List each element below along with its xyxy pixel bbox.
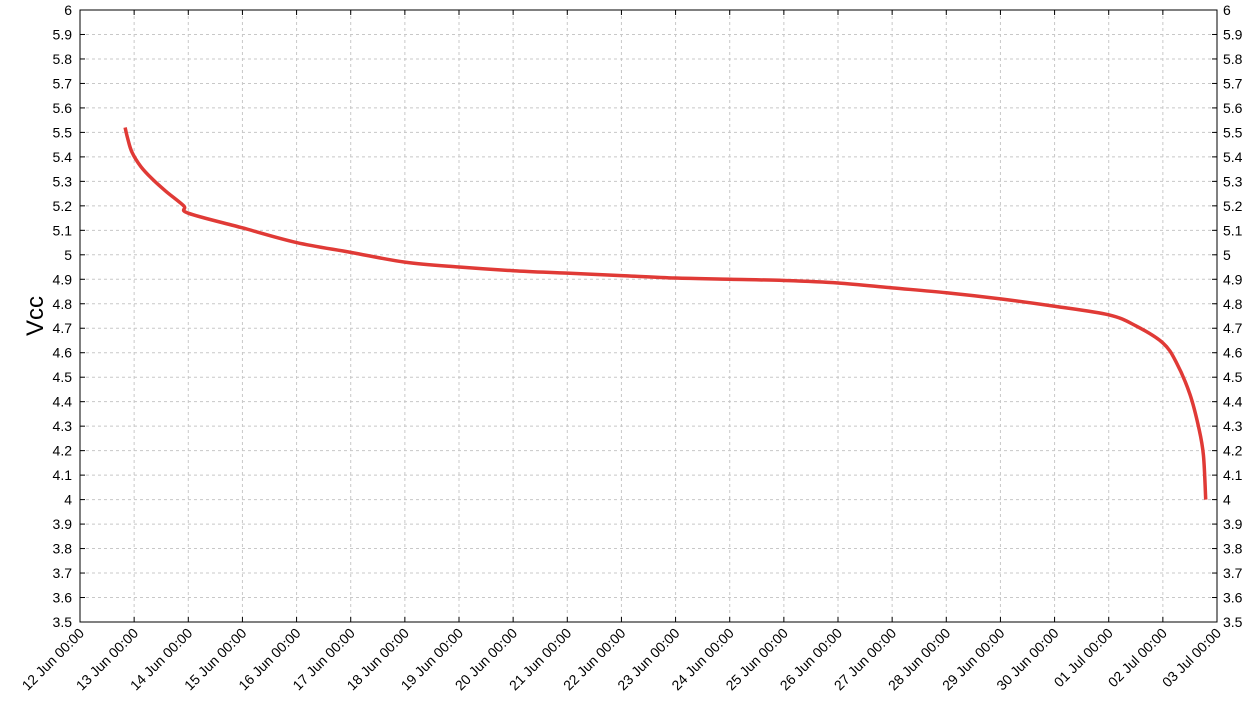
- y-tick-label-right: 4.8: [1223, 296, 1243, 312]
- y-tick-label-right: 5.5: [1223, 124, 1243, 140]
- y-tick-label-right: 6: [1223, 2, 1231, 18]
- y-tick-label-right: 3.6: [1223, 590, 1243, 606]
- series-layer: [123, 127, 1208, 500]
- y-tick-label-left: 5.4: [53, 149, 73, 165]
- y-tick-label-right: 4.7: [1223, 320, 1243, 336]
- y-tick-label-right: 5.6: [1223, 100, 1243, 116]
- plot-area: [80, 10, 1217, 622]
- y-tick-label-right: 4.9: [1223, 271, 1243, 287]
- y-tick-label-right: 4: [1223, 492, 1231, 508]
- y-tick-label-left: 3.5: [53, 614, 73, 630]
- y-tick-label-right: 3.8: [1223, 541, 1243, 557]
- y-tick-label-right: 3.9: [1223, 516, 1243, 532]
- y-axis-title: Vcc: [22, 296, 49, 336]
- y-tick-label-left: 4.7: [53, 320, 73, 336]
- y-tick-label-left: 5: [64, 247, 72, 263]
- y-tick-label-left: 3.7: [53, 565, 73, 581]
- y-tick-label-left: 5.7: [53, 75, 73, 91]
- y-tick-label-right: 4.2: [1223, 443, 1243, 459]
- y-tick-label-right: 4.6: [1223, 345, 1243, 361]
- right-y-tick-labels: 3.5 3.6 3.7 3.8 3.9 4 4.1 4.2 4.3 4.4 4.5 4.6 4.7 4.8…: [1223, 2, 1243, 630]
- y-tick-label-left: 5.9: [53, 26, 73, 42]
- y-tick-label-right: 5.9: [1223, 26, 1243, 42]
- y-tick-label-left: 3.9: [53, 516, 73, 532]
- y-tick-label-left: 4.4: [53, 394, 73, 410]
- y-tick-label-right: 5.7: [1223, 75, 1243, 91]
- y-tick-label-left: 5.5: [53, 124, 73, 140]
- y-tick-label-right: 5.1: [1223, 222, 1243, 238]
- left-y-tick-labels: 3.5 3.6 3.7 3.8 3.9 4 4.1 4.2 4.3 4.4 4.5 4.6 4.7 4.8…: [53, 2, 73, 630]
- y-tick-label-left: 5.1: [53, 222, 73, 238]
- y-tick-label-right: 3.5: [1223, 614, 1243, 630]
- y-tick-label-left: 4.9: [53, 271, 73, 287]
- y-tick-label-right: 3.7: [1223, 565, 1243, 581]
- y-tick-label-left: 4.3: [53, 418, 73, 434]
- y-tick-label-left: 4.5: [53, 369, 73, 385]
- y-tick-label-left: 5.6: [53, 100, 73, 116]
- y-tick-label-right: 5.3: [1223, 173, 1243, 189]
- plot-frame: [79, 9, 1218, 623]
- y-tick-label-right: 5: [1223, 247, 1231, 263]
- x-tick-label: 03 Jul 00:00: [1159, 625, 1224, 690]
- y-tick-label-left: 4.8: [53, 296, 73, 312]
- y-tick-label-left: 4.2: [53, 443, 73, 459]
- y-tick-label-right: 5.8: [1223, 51, 1243, 67]
- y-tick-label-left: 5.2: [53, 198, 73, 214]
- y-tick-label-left: 3.8: [53, 541, 73, 557]
- y-tick-label-right: 4.5: [1223, 369, 1243, 385]
- y-tick-label-right: 5.2: [1223, 198, 1243, 214]
- vcc-series-line: [123, 127, 1208, 500]
- y-tick-label-right: 4.3: [1223, 418, 1243, 434]
- y-tick-label-left: 6: [64, 2, 72, 18]
- grid-lines: [80, 10, 1217, 622]
- y-tick-label-right: 4.4: [1223, 394, 1243, 410]
- y-tick-label-left: 5.3: [53, 173, 73, 189]
- y-tick-label-left: 4.6: [53, 345, 73, 361]
- tick-marks: [79, 9, 1218, 623]
- y-tick-label-right: 5.4: [1223, 149, 1243, 165]
- y-tick-label-right: 4.1: [1223, 467, 1243, 483]
- y-tick-label-left: 5.8: [53, 51, 73, 67]
- y-tick-label-left: 4: [64, 492, 72, 508]
- y-tick-label-left: 3.6: [53, 590, 73, 606]
- y-tick-label-left: 4.1: [53, 467, 73, 483]
